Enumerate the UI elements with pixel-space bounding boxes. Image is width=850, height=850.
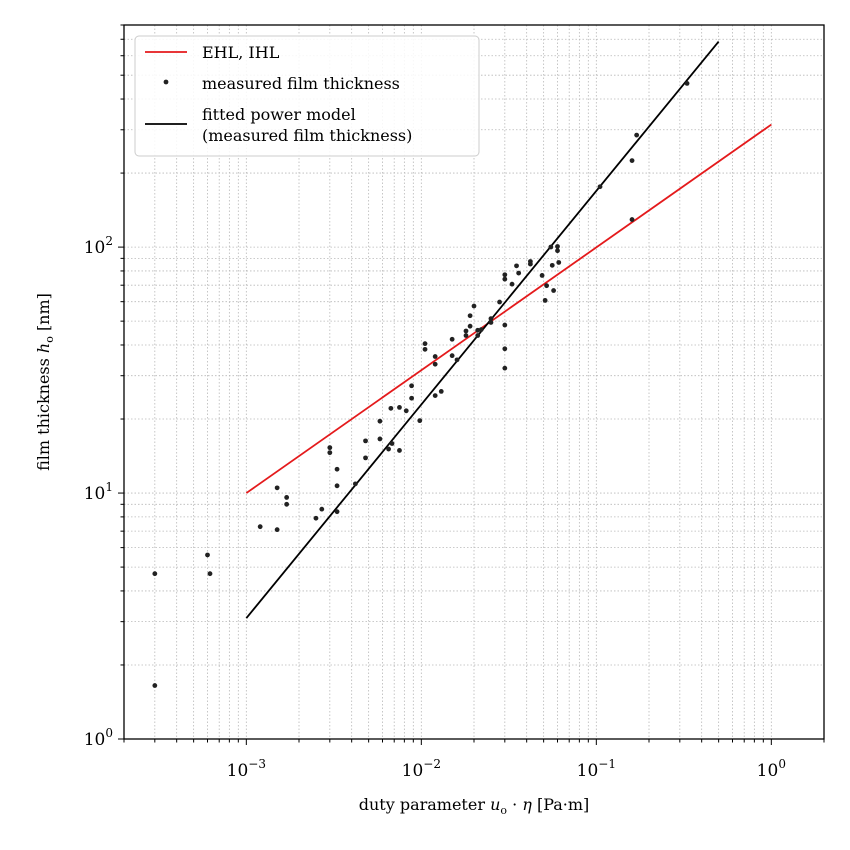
data-point xyxy=(544,283,550,289)
data-point xyxy=(488,320,494,325)
legend-label-fit-line2: (measured film thickness) xyxy=(202,126,412,145)
data-point xyxy=(467,323,473,329)
data-point xyxy=(409,395,414,401)
data-point xyxy=(509,281,515,287)
data-point xyxy=(478,327,484,332)
data-point xyxy=(205,552,210,558)
y-tick-label: 101 xyxy=(84,480,113,504)
data-point xyxy=(432,393,438,399)
data-point xyxy=(377,418,383,424)
data-point xyxy=(363,438,368,444)
data-point xyxy=(502,346,508,352)
data-point xyxy=(502,272,508,278)
data-point xyxy=(463,333,469,338)
data-point xyxy=(542,298,548,303)
data-point xyxy=(684,81,690,86)
data-point xyxy=(432,361,438,367)
data-point xyxy=(449,336,455,342)
data-point xyxy=(274,485,280,491)
x-tick-label: 10−3 xyxy=(227,757,266,781)
data-point xyxy=(471,303,477,309)
data-point xyxy=(629,158,635,163)
data-point xyxy=(319,506,325,512)
data-point xyxy=(397,448,402,453)
data-point xyxy=(556,260,562,265)
data-point xyxy=(257,524,263,530)
data-point xyxy=(502,365,508,371)
data-point xyxy=(555,244,560,249)
x-axis-label: duty parameter uo · η [Pa·m] xyxy=(359,795,590,817)
data-point xyxy=(449,353,455,359)
legend-label-measured: measured film thickness xyxy=(202,74,400,93)
data-point xyxy=(334,483,340,489)
data-point xyxy=(527,261,533,267)
legend: EHL, IHL measured film thickness fitted … xyxy=(134,35,480,157)
data-point xyxy=(389,441,395,446)
data-point xyxy=(488,316,494,322)
data-point xyxy=(417,418,423,424)
data-point xyxy=(502,322,508,328)
series-layer xyxy=(152,41,772,688)
data-point xyxy=(475,333,481,338)
data-point xyxy=(497,299,502,305)
data-point xyxy=(634,132,640,138)
data-point xyxy=(555,248,560,254)
data-point xyxy=(313,515,319,521)
data-point xyxy=(386,446,391,452)
data-point xyxy=(432,354,438,359)
data-point xyxy=(422,341,428,347)
data-point xyxy=(467,313,473,319)
y-tick-label: 100 xyxy=(84,726,113,750)
y-axis-label: film thickness ho [nm] xyxy=(34,293,56,471)
data-point xyxy=(516,270,522,276)
data-point xyxy=(422,346,428,352)
data-point xyxy=(152,571,158,577)
data-point xyxy=(463,328,469,334)
data-point xyxy=(629,217,635,222)
data-point xyxy=(438,389,444,394)
data-point xyxy=(284,495,290,500)
data-point xyxy=(409,383,414,389)
data-point xyxy=(377,436,383,442)
x-tick-label: 100 xyxy=(757,757,786,781)
data-point xyxy=(397,404,402,410)
data-point xyxy=(539,273,545,278)
y-tick-label: 102 xyxy=(84,234,113,258)
data-point xyxy=(548,244,554,250)
data-point xyxy=(334,509,340,515)
data-point xyxy=(502,276,508,282)
data-point xyxy=(327,450,333,456)
data-point xyxy=(363,455,368,461)
data-point xyxy=(352,481,358,487)
data-point xyxy=(274,527,280,533)
data-point xyxy=(388,405,394,411)
data-point xyxy=(549,262,555,268)
data-point xyxy=(514,263,519,269)
series-line-0 xyxy=(245,123,772,494)
tick-layer: 10−3 10−2 10−1 100 100 101 102 xyxy=(84,24,825,781)
data-point xyxy=(334,466,340,472)
data-point xyxy=(327,445,333,451)
legend-label-ehl: EHL, IHL xyxy=(202,43,280,62)
data-point xyxy=(152,683,158,688)
x-tick-label: 10−1 xyxy=(577,757,616,781)
data-point xyxy=(207,571,213,577)
legend-label-fit: fitted power model xyxy=(202,105,356,124)
data-point xyxy=(403,408,409,414)
x-tick-label: 10−2 xyxy=(402,757,441,781)
legend-swatch-measured xyxy=(163,79,169,85)
data-point xyxy=(454,357,460,363)
data-point xyxy=(597,184,603,190)
data-point xyxy=(551,288,556,293)
legend-box xyxy=(134,35,480,157)
data-point xyxy=(284,501,290,507)
